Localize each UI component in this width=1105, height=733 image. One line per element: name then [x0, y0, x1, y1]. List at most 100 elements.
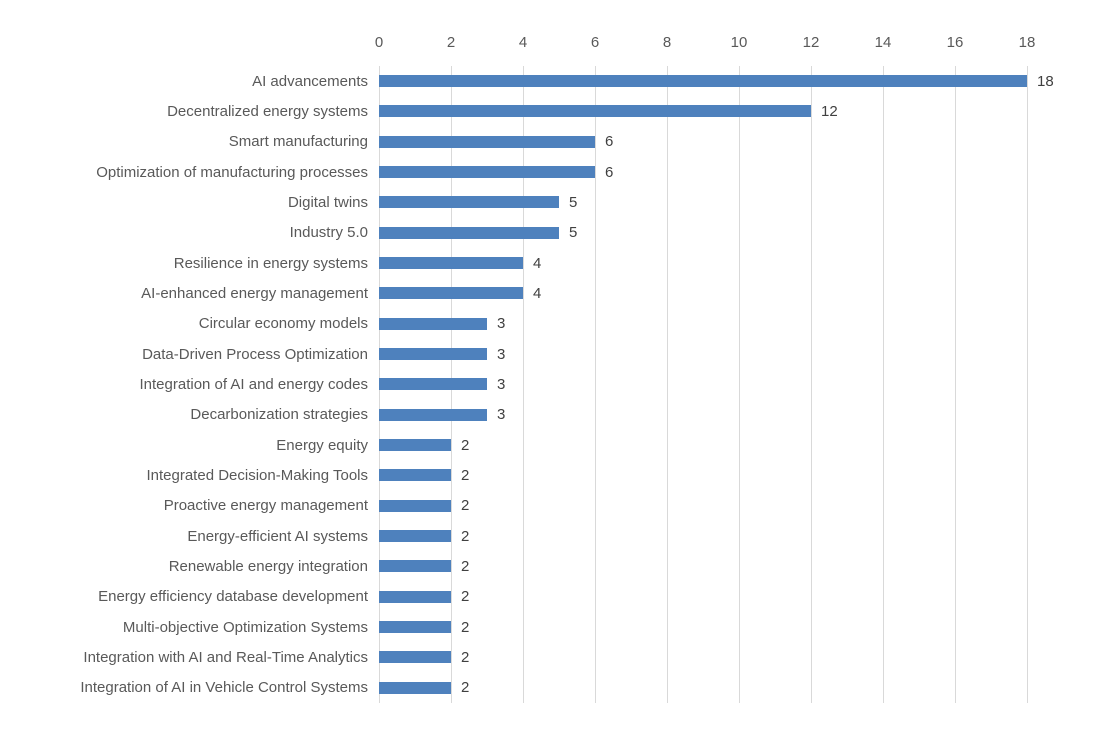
value-label: 3 [497, 345, 506, 363]
x-tick-label: 12 [802, 34, 820, 51]
x-tick-label: 16 [946, 34, 964, 51]
bar-row: Renewable energy integration 2 [0, 551, 1105, 581]
category-label: Integration of AI in Vehicle Control Sys… [80, 679, 368, 697]
bar [379, 408, 487, 421]
category-label: Optimization of manufacturing processes [96, 163, 368, 181]
bar-row: Integrated Decision-Making Tools 2 [0, 460, 1105, 490]
value-label: 18 [1037, 72, 1054, 90]
x-tick-label: 8 [662, 34, 672, 51]
bar-row: Decentralized energy systems 12 [0, 96, 1105, 126]
category-label: Energy efficiency database development [98, 588, 368, 606]
category-label: Integration with AI and Real-Time Analyt… [83, 648, 368, 666]
bar [379, 105, 811, 118]
category-label: Multi-objective Optimization Systems [122, 618, 368, 636]
bar-row: Energy equity 2 [0, 430, 1105, 460]
bar-row: Integration of AI in Vehicle Control Sys… [0, 673, 1105, 703]
gridline [595, 66, 596, 703]
x-axis-tick-labels: 0 2 4 6 8 10 12 14 16 18 [0, 32, 1105, 54]
bar [379, 439, 451, 452]
bar [379, 287, 523, 300]
category-label: Decentralized energy systems [167, 102, 368, 120]
bar-row: Proactive energy management 2 [0, 491, 1105, 521]
bar-row: Multi-objective Optimization Systems 2 [0, 612, 1105, 642]
value-label: 3 [497, 315, 506, 333]
gridline [739, 66, 740, 703]
bar-row: Industry 5.0 5 [0, 218, 1105, 248]
category-label: Energy equity [276, 436, 368, 454]
category-label: AI-enhanced energy management [141, 284, 368, 302]
value-label: 2 [461, 679, 470, 697]
category-label: Renewable energy integration [168, 557, 368, 575]
category-label: Data-Driven Process Optimization [142, 345, 368, 363]
x-tick-label: 10 [730, 34, 748, 51]
value-label: 5 [569, 193, 578, 211]
category-label: Decarbonization strategies [190, 406, 368, 424]
bar-row: Resilience in energy systems 4 [0, 248, 1105, 278]
value-label: 3 [497, 406, 506, 424]
gridline [667, 66, 668, 703]
gridline [1027, 66, 1028, 703]
value-label: 2 [461, 557, 470, 575]
category-label: Proactive energy management [163, 497, 368, 515]
gridline [955, 66, 956, 703]
bar [379, 378, 487, 391]
bar-row: AI-enhanced energy management 4 [0, 278, 1105, 308]
category-label: Circular economy models [198, 315, 368, 333]
value-label: 6 [605, 163, 614, 181]
bar [379, 621, 451, 634]
bar [379, 469, 451, 482]
value-label: 12 [821, 102, 838, 120]
bar [379, 681, 451, 694]
x-tick-label: 4 [518, 34, 528, 51]
value-label: 2 [461, 436, 470, 454]
bar [379, 651, 451, 664]
value-label: 2 [461, 588, 470, 606]
bar [379, 317, 487, 330]
bar-row: Energy efficiency database development 2 [0, 582, 1105, 612]
category-label: Integrated Decision-Making Tools [146, 466, 368, 484]
x-tick-label: 6 [590, 34, 600, 51]
bar-row: Decarbonization strategies 3 [0, 400, 1105, 430]
bar [379, 348, 487, 361]
x-tick-label: 2 [446, 34, 456, 51]
bar [379, 499, 451, 512]
category-label: Smart manufacturing [228, 133, 368, 151]
bar-row: Circular economy models 3 [0, 309, 1105, 339]
bar-row: Integration of AI and energy codes 3 [0, 369, 1105, 399]
bar-row: Energy-efficient AI systems 2 [0, 521, 1105, 551]
value-label: 4 [533, 254, 542, 272]
value-label: 2 [461, 466, 470, 484]
category-label: Digital twins [287, 193, 368, 211]
bar [379, 560, 451, 573]
value-label: 2 [461, 497, 470, 515]
value-label: 2 [461, 648, 470, 666]
bar [379, 75, 1027, 88]
category-label: Energy-efficient AI systems [187, 527, 368, 545]
x-tick-label: 18 [1018, 34, 1036, 51]
x-tick-label: 0 [374, 34, 384, 51]
value-label: 4 [533, 284, 542, 302]
bar [379, 226, 559, 239]
bar [379, 196, 559, 209]
category-label: Resilience in energy systems [173, 254, 368, 272]
gridline [523, 66, 524, 703]
value-label: 6 [605, 133, 614, 151]
bar-row: Digital twins 5 [0, 187, 1105, 217]
gridline [883, 66, 884, 703]
bar-row: Data-Driven Process Optimization 3 [0, 339, 1105, 369]
value-label: 2 [461, 527, 470, 545]
bar-row: Smart manufacturing 6 [0, 127, 1105, 157]
bar [379, 166, 595, 179]
x-tick-label: 14 [874, 34, 892, 51]
bar [379, 257, 523, 270]
bar [379, 590, 451, 603]
bar [379, 530, 451, 543]
value-label: 3 [497, 375, 506, 393]
value-label: 2 [461, 618, 470, 636]
plot-area: AI advancements 18 Decentralized energy sy… [0, 66, 1105, 703]
value-label: 5 [569, 224, 578, 242]
category-label: Industry 5.0 [289, 224, 368, 242]
bar [379, 135, 595, 148]
category-label: Integration of AI and energy codes [139, 375, 369, 393]
